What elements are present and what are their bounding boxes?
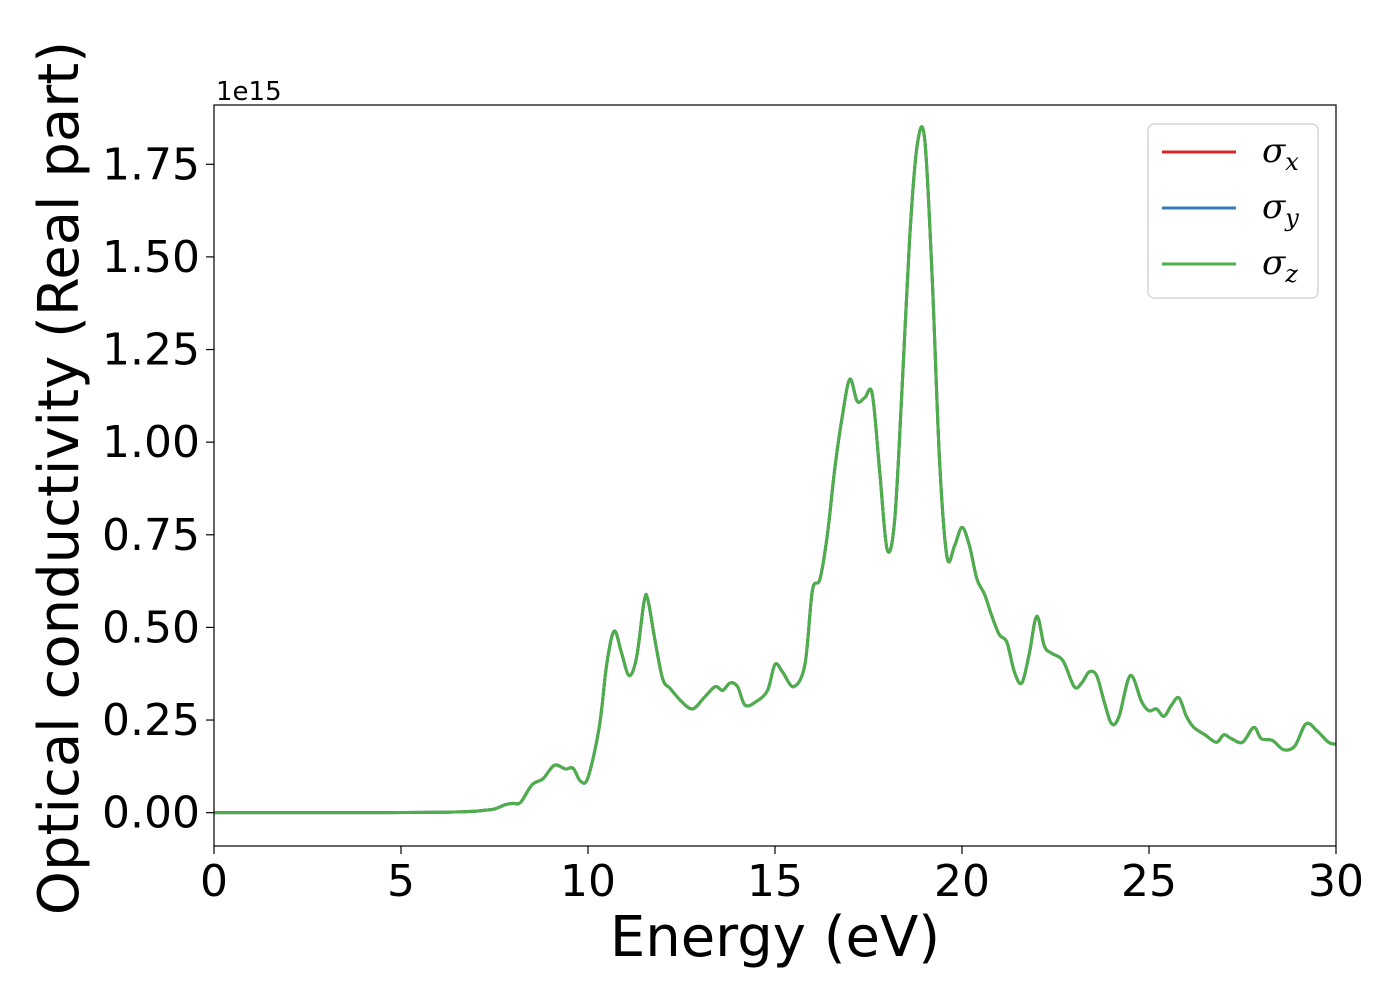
y-tick-label: 1.75 <box>102 139 200 190</box>
y-tick-label: 0.75 <box>102 510 200 561</box>
x-tick-label: 0 <box>200 856 228 907</box>
legend-entry-sigma-y: σy <box>1162 187 1299 232</box>
legend-box <box>1147 123 1319 299</box>
x-axis-label: Energy (eV) <box>610 905 940 970</box>
y-tick-label: 0.25 <box>102 695 200 746</box>
x-tick-label: 15 <box>747 856 803 907</box>
y-tick-label: 1.50 <box>102 232 200 283</box>
series-line-sigma-z <box>214 125 1336 815</box>
y-axis-ticks: 0.00 0.25 0.50 0.75 1.00 1.25 1.50 1.75 <box>102 139 214 839</box>
series-layer <box>214 125 1336 815</box>
y-tick-label: 1.25 <box>102 325 200 376</box>
x-tick-label: 20 <box>934 856 990 907</box>
x-tick-label: 25 <box>1121 856 1177 907</box>
x-tick-label: 5 <box>387 856 415 907</box>
y-tick-label: 0.00 <box>102 788 200 839</box>
y-tick-label: 1.00 <box>102 417 200 468</box>
y-axis-label: Optical conductivity (Real part) <box>27 41 92 915</box>
legend-label: σy <box>1262 187 1299 232</box>
x-tick-label: 10 <box>560 856 616 907</box>
y-tick-label: 0.50 <box>102 602 200 653</box>
x-axis-ticks: 0 5 10 15 20 25 30 <box>200 846 1364 907</box>
y-offset-label: 1e15 <box>216 77 282 107</box>
x-tick-label: 30 <box>1308 856 1364 907</box>
